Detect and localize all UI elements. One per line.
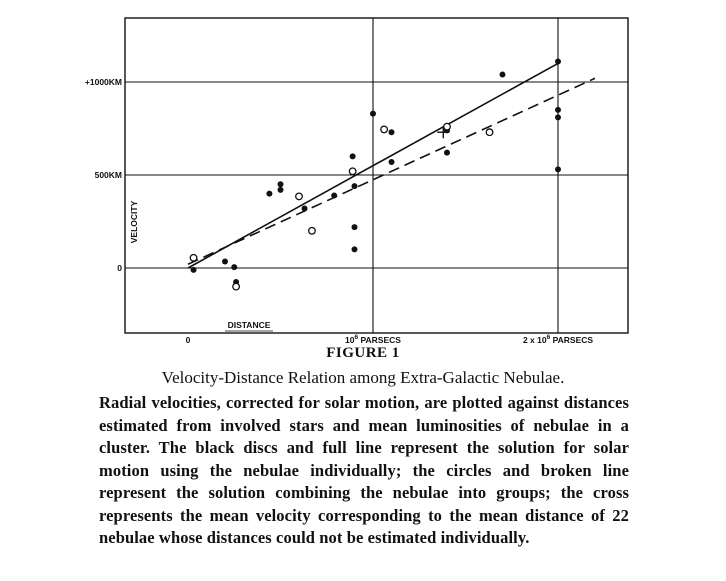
filled-disc-point bbox=[370, 110, 376, 117]
filled-disc-point bbox=[222, 258, 228, 265]
filled-disc-point bbox=[349, 153, 356, 160]
open-circle-point bbox=[443, 122, 451, 131]
filled-disc-point bbox=[231, 264, 238, 271]
y-tick-label: 0 bbox=[117, 263, 122, 273]
open-circle-point bbox=[380, 125, 389, 134]
open-circle-point bbox=[485, 128, 494, 137]
x-tick-label: 0 bbox=[186, 335, 191, 345]
filled-disc-point bbox=[266, 190, 273, 197]
x-tick-label: 2 x 106 PARSECS bbox=[523, 334, 593, 345]
figure-label: FIGURE 1 bbox=[326, 345, 400, 361]
filled-disc-point bbox=[555, 106, 561, 113]
filled-disc-point bbox=[351, 224, 358, 231]
open-circle-point bbox=[348, 167, 357, 176]
filled-disc-point bbox=[555, 114, 561, 121]
y-axis-label: VELOCITY bbox=[129, 200, 139, 243]
filled-disc-point bbox=[351, 246, 358, 253]
open-circle-point bbox=[295, 192, 303, 201]
cross-point bbox=[437, 126, 450, 139]
figure-description: Radial velocities, corrected for solar m… bbox=[99, 393, 629, 547]
filled-disc-point bbox=[277, 181, 284, 188]
y-tick-label: +1000KM bbox=[85, 77, 122, 87]
filled-disc-point bbox=[555, 166, 561, 173]
filled-disc-point bbox=[388, 158, 395, 165]
filled-disc-point bbox=[555, 58, 561, 65]
filled-disc-point bbox=[277, 186, 284, 193]
filled-disc-point bbox=[499, 71, 506, 78]
filled-disc-point bbox=[351, 183, 358, 190]
filled-disc-point bbox=[388, 129, 395, 136]
open-circle-point bbox=[232, 282, 241, 291]
velocity-distance-chart: 0 106 PARSECS 2 x 106 PARSECS 0 500KM +1000KM… bbox=[85, 17, 629, 345]
open-circle-point bbox=[308, 226, 316, 235]
x-tick-label: 106 PARSECS bbox=[345, 334, 401, 345]
y-tick-label: 500KM bbox=[95, 170, 122, 180]
filled-disc-point bbox=[331, 192, 338, 199]
filled-disc-point bbox=[444, 149, 450, 156]
individual-solution-line bbox=[187, 62, 559, 269]
open-circle-point bbox=[189, 253, 198, 262]
figure-caption: Velocity-Distance Relation among Extra-G… bbox=[161, 368, 565, 387]
filled-disc-point bbox=[301, 205, 308, 212]
filled-disc-point bbox=[190, 266, 197, 273]
group-solution-line bbox=[187, 77, 596, 266]
x-axis-label: DISTANCE bbox=[228, 320, 271, 330]
